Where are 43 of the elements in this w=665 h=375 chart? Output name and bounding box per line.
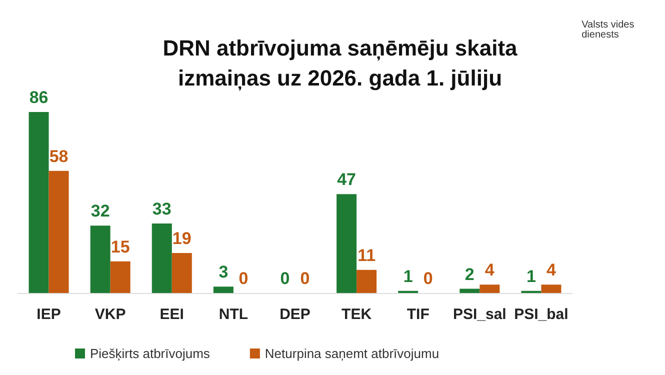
bar: [110, 261, 130, 293]
data-label: 1: [403, 266, 413, 286]
data-label: 3: [218, 262, 228, 282]
data-label: 32: [90, 202, 110, 221]
x-tick-label: TEK: [342, 306, 372, 323]
data-label: 0: [423, 269, 433, 288]
bar: [460, 288, 480, 293]
x-tick-label: EEI: [160, 306, 184, 323]
data-label: 4: [546, 260, 556, 280]
data-label: 0: [280, 269, 290, 288]
data-label: 11: [358, 246, 376, 265]
data-label: 15: [110, 237, 130, 256]
x-tick-label: PSI_bal: [514, 306, 568, 323]
bar: [48, 170, 69, 293]
bar: [28, 112, 49, 293]
data-label: 47: [337, 170, 356, 190]
legend-label: Neturpina saņemt atbrīvojumu: [264, 346, 440, 361]
bar: [213, 286, 234, 293]
chart-title: DRN atbrīvojuma saņēmēju skaita izmaiņas uz 2026. gada 1. jūliju: [162, 36, 518, 90]
bar: [356, 270, 377, 293]
bar: [172, 253, 192, 293]
x-tick-label: TIF: [406, 306, 430, 323]
x-tick-label: IEP: [36, 306, 61, 323]
data-label: 4: [484, 260, 495, 280]
data-label: 86: [29, 88, 48, 107]
bar: [541, 284, 562, 293]
data-label: 19: [172, 229, 192, 248]
x-tick-label: DEP: [280, 306, 310, 323]
bar: [90, 226, 110, 293]
text: Valsts vides dienests: [582, 20, 637, 40]
data-label: 0: [300, 269, 310, 288]
data-label: 0: [238, 269, 248, 288]
data-label: 2: [464, 264, 474, 284]
data-label: 1: [526, 266, 536, 286]
bar: [152, 224, 172, 293]
legend-label: Piešķirts atbrīvojums: [90, 346, 210, 361]
x-tick-label: PSI_sal: [452, 306, 506, 323]
x-tick-label: NTL: [218, 306, 248, 323]
x-tick-label: VKP: [94, 306, 126, 323]
data-label: 58: [49, 146, 68, 166]
bar: [336, 194, 357, 293]
data-label: 33: [152, 200, 172, 219]
bar: [480, 284, 500, 293]
